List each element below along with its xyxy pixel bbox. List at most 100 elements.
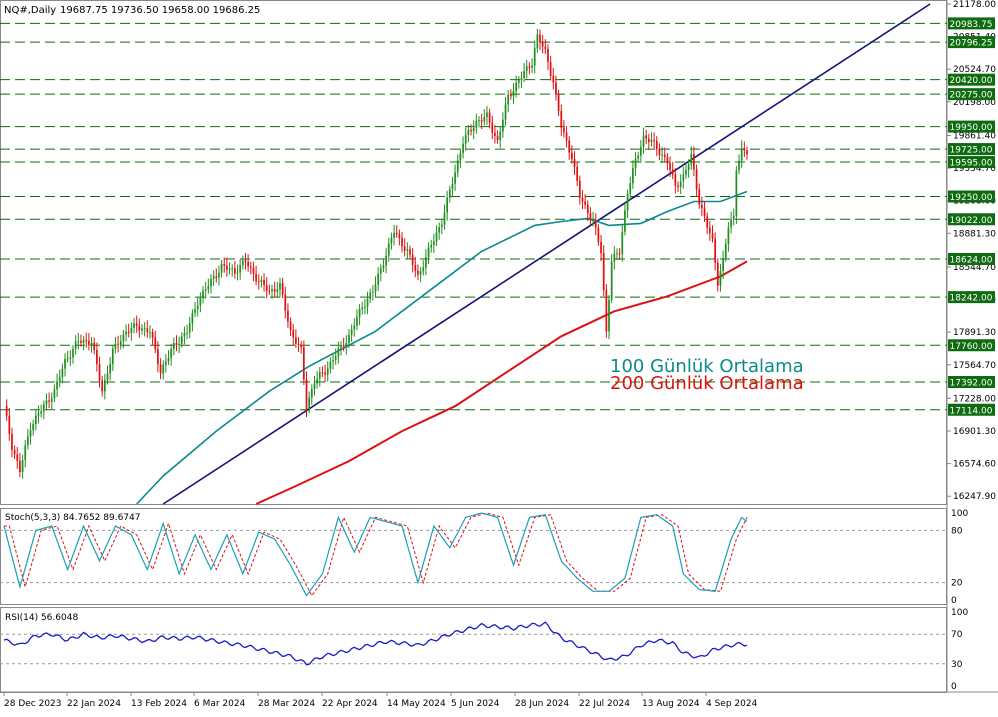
candle-bull bbox=[32, 423, 35, 431]
candle-bull bbox=[730, 219, 732, 228]
candle-bull bbox=[260, 279, 263, 282]
candle-bull bbox=[69, 357, 72, 359]
candle-bear bbox=[605, 290, 608, 332]
level-label: 20796.25 bbox=[950, 39, 993, 49]
price-tick-label: 20524.70 bbox=[953, 65, 996, 75]
candle-bull bbox=[318, 372, 321, 379]
candle-bull bbox=[531, 65, 533, 68]
stoch-signal-line bbox=[4, 512, 748, 597]
candle-bull bbox=[361, 307, 364, 310]
level-box bbox=[948, 375, 995, 388]
candle-bull bbox=[446, 197, 449, 213]
candle-bull bbox=[448, 189, 451, 198]
candle-bear bbox=[244, 260, 247, 262]
candle-bull bbox=[114, 343, 117, 349]
trendline bbox=[162, 3, 931, 505]
candle-bear bbox=[98, 364, 101, 381]
level-label: 18624.00 bbox=[950, 255, 993, 265]
candle-bull bbox=[165, 361, 167, 365]
candle-bull bbox=[42, 404, 45, 412]
candle-bear bbox=[746, 150, 748, 155]
candle-bear bbox=[255, 273, 257, 282]
candle-bear bbox=[249, 266, 252, 268]
candle-bull bbox=[639, 147, 642, 156]
candle-bull bbox=[50, 398, 53, 402]
candle-bear bbox=[494, 132, 496, 136]
candle-bull bbox=[111, 348, 114, 364]
candle-bull bbox=[202, 290, 204, 299]
candle-bull bbox=[37, 413, 40, 416]
time-tick-label: 28 Mar 2024 bbox=[258, 699, 315, 709]
candle-bull bbox=[438, 226, 441, 233]
level-label: 17760.00 bbox=[950, 342, 993, 352]
candle-bear bbox=[223, 263, 226, 266]
candle-bull bbox=[459, 153, 462, 161]
ma200-line bbox=[255, 260, 748, 505]
levels-layer bbox=[0, 22, 947, 411]
candle-bull bbox=[377, 273, 380, 285]
candle-bull bbox=[406, 249, 409, 251]
candle-bull bbox=[419, 271, 422, 275]
candle-bull bbox=[170, 348, 173, 358]
candle-bear bbox=[324, 372, 326, 375]
level-label: 17114.00 bbox=[950, 406, 993, 416]
candle-bull bbox=[427, 247, 430, 258]
candle-bull bbox=[483, 117, 486, 122]
price-tick-label: 20198.00 bbox=[953, 98, 996, 108]
candle-bear bbox=[701, 204, 703, 209]
stoch-tick-label: 80 bbox=[951, 526, 963, 536]
candle-bull bbox=[109, 363, 112, 374]
candle-bull bbox=[183, 332, 186, 337]
candle-bull bbox=[133, 323, 135, 328]
candle-bull bbox=[149, 332, 151, 334]
candle-bear bbox=[159, 364, 162, 374]
candle-bear bbox=[602, 253, 605, 291]
candle-bull bbox=[56, 381, 58, 390]
candle-bear bbox=[48, 400, 50, 402]
level-labels-layer: 20983.75 20796.25 20420.00 20275.00 19950.00… bbox=[948, 17, 995, 416]
candle-bull bbox=[180, 336, 183, 344]
candle-bull bbox=[162, 364, 165, 374]
candle-bull bbox=[103, 379, 106, 392]
price-tick-label: 18881.30 bbox=[953, 229, 996, 239]
candle-bull bbox=[517, 80, 520, 83]
candle-bull bbox=[350, 329, 353, 335]
candle-bull bbox=[661, 154, 663, 156]
candle-bear bbox=[743, 148, 746, 151]
candle-bull bbox=[358, 309, 361, 318]
ma100-line bbox=[136, 190, 748, 505]
level-box bbox=[948, 252, 995, 265]
price-tick-label: 19861.40 bbox=[953, 131, 996, 141]
candle-bull bbox=[29, 430, 32, 437]
level-box bbox=[948, 88, 995, 101]
candle-bear bbox=[409, 249, 411, 255]
candle-bull bbox=[72, 348, 74, 358]
candle-bull bbox=[626, 193, 629, 211]
price-tick-label: 17891.30 bbox=[953, 328, 996, 338]
level-label: 19725.00 bbox=[950, 146, 993, 156]
candle-bull bbox=[241, 260, 244, 266]
candle-bear bbox=[287, 310, 289, 322]
candle-bear bbox=[321, 372, 324, 374]
candle-bear bbox=[576, 167, 579, 181]
candle-bull bbox=[433, 241, 435, 246]
candle-bull bbox=[82, 339, 85, 343]
candle-bear bbox=[586, 204, 589, 214]
candle-bull bbox=[629, 183, 632, 194]
candle-bull bbox=[279, 283, 281, 290]
level-box bbox=[948, 291, 995, 304]
candle-bull bbox=[727, 227, 730, 244]
candle-bull bbox=[58, 377, 61, 382]
candle-bull bbox=[178, 343, 180, 346]
candle-bull bbox=[462, 143, 464, 154]
candle-bear bbox=[571, 152, 573, 160]
candle-bull bbox=[186, 332, 188, 334]
candle-bear bbox=[480, 120, 483, 122]
candle-bull bbox=[340, 344, 342, 349]
candle-bull bbox=[366, 298, 369, 307]
candle-bull bbox=[637, 155, 640, 159]
rsi-label: RSI(14) 56.6048 bbox=[5, 613, 78, 623]
candles-layer bbox=[5, 28, 748, 479]
candle-bull bbox=[616, 253, 618, 255]
